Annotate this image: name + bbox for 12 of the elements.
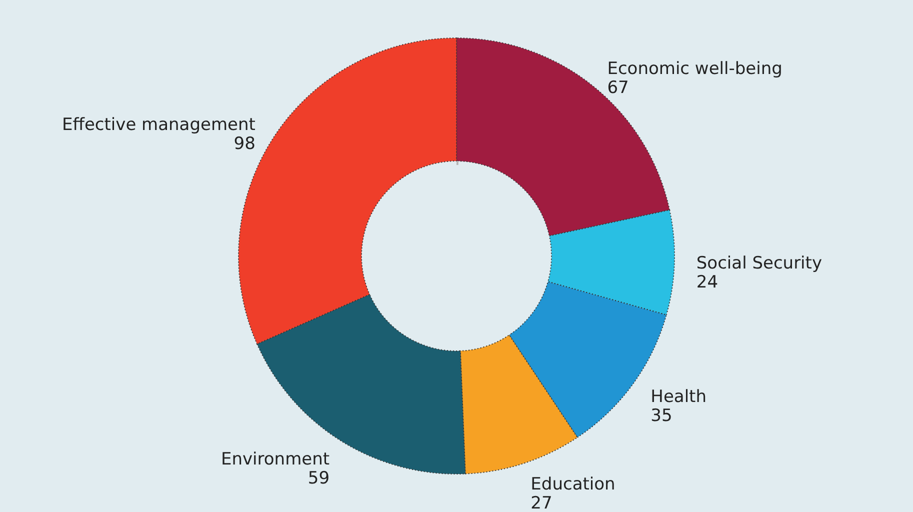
- slice-label: Economic well-being: [607, 59, 782, 80]
- slice-label: Social Security: [696, 253, 822, 274]
- data-label: 35: [650, 406, 672, 426]
- data-label: 24: [696, 272, 718, 292]
- data-label: 98: [234, 134, 256, 154]
- data-label: 27: [530, 493, 552, 512]
- slice-label: Health: [650, 387, 706, 408]
- slice-label: Effective management: [62, 114, 256, 135]
- data-label: 59: [308, 468, 330, 489]
- data-label: 67: [607, 78, 629, 98]
- slice-label: Environment: [220, 450, 330, 470]
- slice-label: Education: [530, 474, 616, 494]
